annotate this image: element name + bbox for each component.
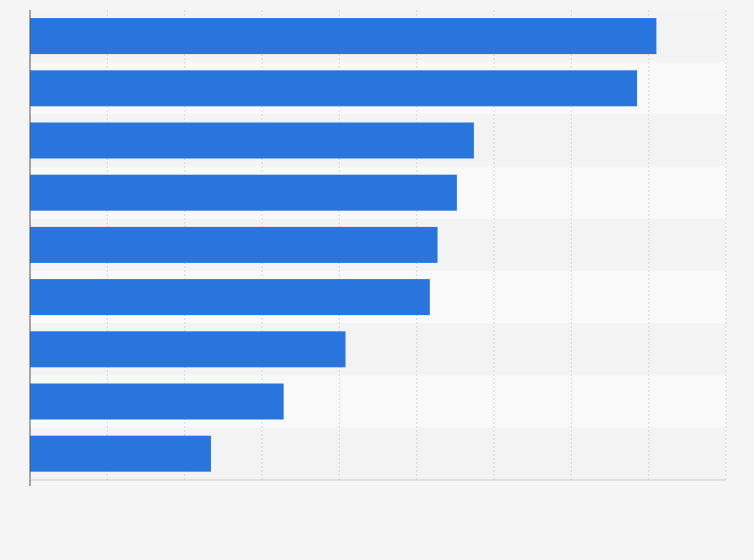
- bar: [30, 18, 657, 55]
- bar: [30, 226, 438, 263]
- bar: [30, 435, 211, 472]
- bar: [30, 174, 457, 211]
- bar: [30, 122, 474, 159]
- bar: [30, 279, 430, 316]
- axes: [29, 10, 726, 486]
- bar: [30, 383, 284, 420]
- bar: [30, 70, 638, 107]
- bars: [30, 18, 657, 472]
- bar: [30, 331, 346, 368]
